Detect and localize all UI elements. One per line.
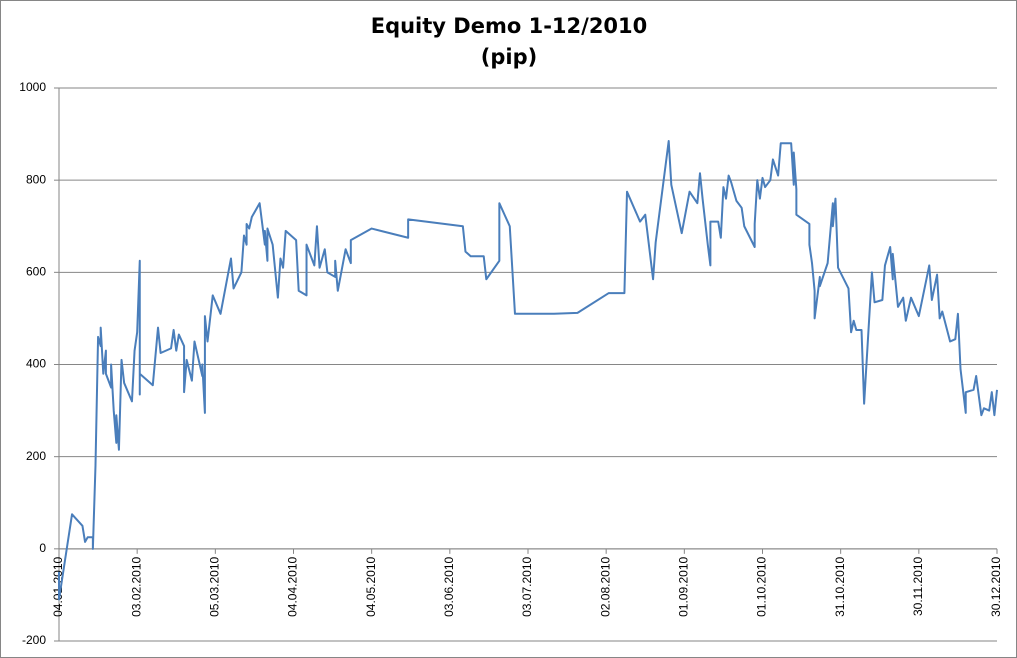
- y-tick-label: -200: [22, 633, 46, 647]
- y-tick-label: 1000: [19, 80, 46, 94]
- x-tick-label: 05.03.2010: [208, 557, 222, 617]
- x-tick-label: 02.08.2010: [598, 557, 612, 617]
- chart-subtitle: (pip): [481, 45, 537, 69]
- x-tick-label: 30.11.2010: [911, 557, 925, 616]
- x-tick-label: 30.12.2010: [989, 557, 1003, 617]
- x-tick-label: 01.10.2010: [755, 557, 769, 617]
- y-tick-label: 0: [39, 541, 46, 555]
- x-tick-label: 01.09.2010: [677, 557, 691, 617]
- series-line: [58, 140, 998, 601]
- chart-title: Equity Demo 1-12/2010: [371, 14, 648, 38]
- x-tick-label: 31.10.2010: [833, 557, 847, 617]
- x-tick-label: 04.05.2010: [364, 557, 378, 617]
- x-tick-label: 03.07.2010: [520, 557, 534, 617]
- y-tick-label: 600: [26, 265, 46, 279]
- y-tick-label: 800: [26, 172, 46, 186]
- x-tick-label: 04.04.2010: [286, 557, 300, 617]
- x-tick-label: 03.02.2010: [129, 557, 143, 617]
- x-tick-label: 03.06.2010: [442, 557, 456, 617]
- y-tick-label: 400: [26, 357, 46, 371]
- y-tick-label: 200: [26, 449, 46, 463]
